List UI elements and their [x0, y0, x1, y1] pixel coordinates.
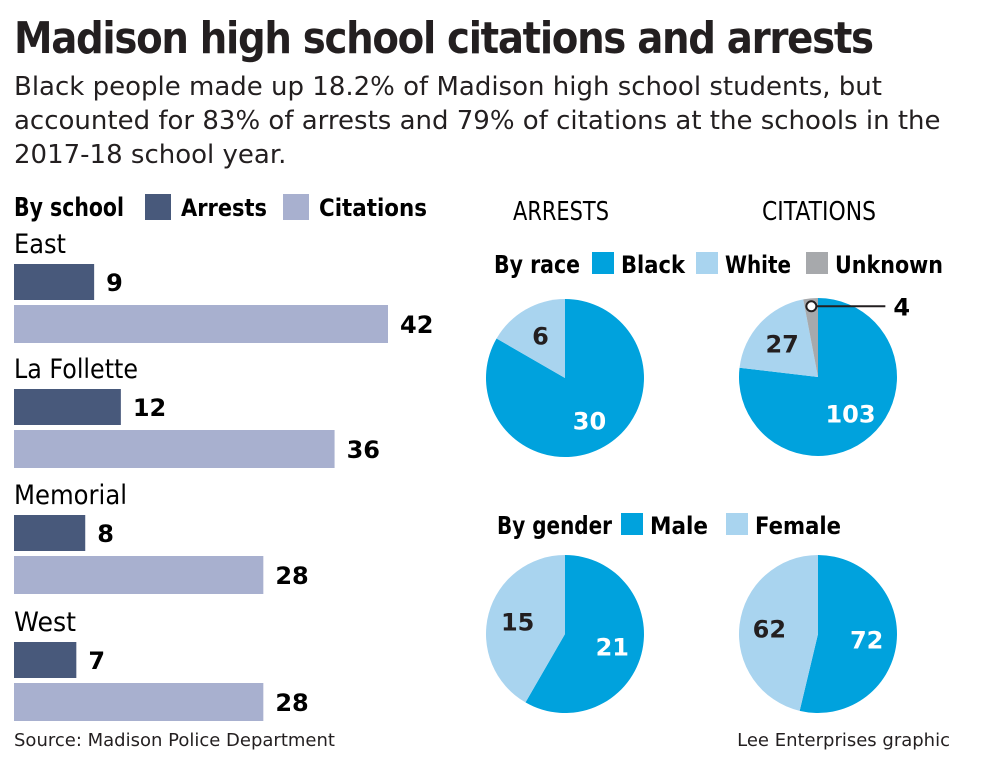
race-legend-label-white: White [725, 251, 791, 279]
bar-value-citations-memorial: 28 [275, 562, 308, 590]
race-legend-swatch-unknown [806, 252, 828, 274]
race-arrests-pie-label-black: 30 [573, 407, 606, 435]
gender-legend-swatch-female [726, 513, 748, 535]
bar-arrests-la-follette [14, 389, 121, 425]
race-legend-swatch-white [696, 252, 718, 274]
pie-column-title-citations: CITATIONS [762, 197, 876, 227]
gender-arrests-pie-label-male: 21 [596, 634, 629, 662]
category-label-west: West [14, 607, 76, 638]
bar-legend-swatch-arrests [145, 194, 171, 220]
bar-value-arrests-west: 7 [88, 647, 105, 675]
gender-citations-pie-slice-male [799, 555, 897, 713]
bar-legend-title: By school [14, 193, 124, 223]
credit-note: Lee Enterprises graphic [737, 730, 950, 751]
bar-arrests-east [14, 264, 95, 300]
gender-legend-swatch-male [621, 513, 643, 535]
race-arrests-pie-slice-white [496, 299, 565, 378]
gender-citations-pie-label-female: 62 [753, 615, 786, 643]
gender-legend-title: By gender [497, 511, 613, 540]
bar-citations-west [14, 683, 264, 721]
bar-value-citations-east: 42 [400, 311, 433, 339]
race-citations-pie-slice-unknown [803, 298, 818, 377]
chart-title: Madison high school citations and arrest… [14, 13, 874, 64]
gender-legend-label-male: Male [650, 512, 708, 540]
bar-legend-label-arrests: Arrests [181, 194, 267, 222]
gender-arrests-pie-label-female: 15 [501, 608, 534, 636]
bar-value-arrests-la-follette: 12 [133, 394, 166, 422]
race-citations-pie-slice-black [738, 298, 897, 456]
pie-column-title-arrests: ARRESTS [513, 197, 609, 227]
gender-citations-pie-slice-female [738, 555, 818, 711]
race-legend-label-black: Black [621, 251, 686, 279]
source-note: Source: Madison Police Department [14, 730, 335, 751]
race-arrests-pie-slice-black [485, 299, 644, 457]
gender-legend-label-female: Female [755, 512, 841, 540]
gender-arrests-pie-slice-female [485, 555, 565, 703]
bar-value-citations-west: 28 [275, 689, 308, 717]
race-legend-label-unknown: Unknown [835, 251, 943, 279]
race-citations-pie-leader-dot-unknown [805, 300, 818, 313]
gender-arrests-pie-slice-male [525, 555, 644, 713]
bar-value-arrests-east: 9 [106, 269, 123, 297]
chart-subtitle: Black people made up 18.2% of Madison hi… [14, 72, 941, 170]
race-citations-pie-slice-white [739, 299, 818, 377]
race-citations-pie-label-black: 103 [825, 401, 875, 429]
bar-citations-la-follette [14, 430, 335, 468]
bar-value-arrests-memorial: 8 [97, 520, 114, 548]
bar-arrests-west [14, 642, 77, 678]
gender-citations-pie-label-male: 72 [850, 627, 883, 655]
category-label-memorial: Memorial [14, 480, 127, 511]
race-legend-title: By race [494, 250, 580, 279]
bar-arrests-memorial [14, 515, 86, 551]
race-arrests-pie-label-white: 6 [532, 323, 549, 351]
bar-legend-swatch-citations [283, 194, 309, 220]
race-legend-swatch-black [592, 252, 614, 274]
bar-citations-memorial [14, 556, 264, 594]
race-citations-pie-label-white: 27 [765, 331, 798, 359]
category-label-la-follette: La Follette [14, 354, 138, 385]
category-label-east: East [14, 229, 66, 260]
race-citations-pie-label-unknown: 4 [893, 293, 910, 321]
bar-legend-label-citations: Citations [319, 194, 427, 222]
bar-value-citations-la-follette: 36 [347, 436, 380, 464]
bar-citations-east [14, 305, 388, 343]
